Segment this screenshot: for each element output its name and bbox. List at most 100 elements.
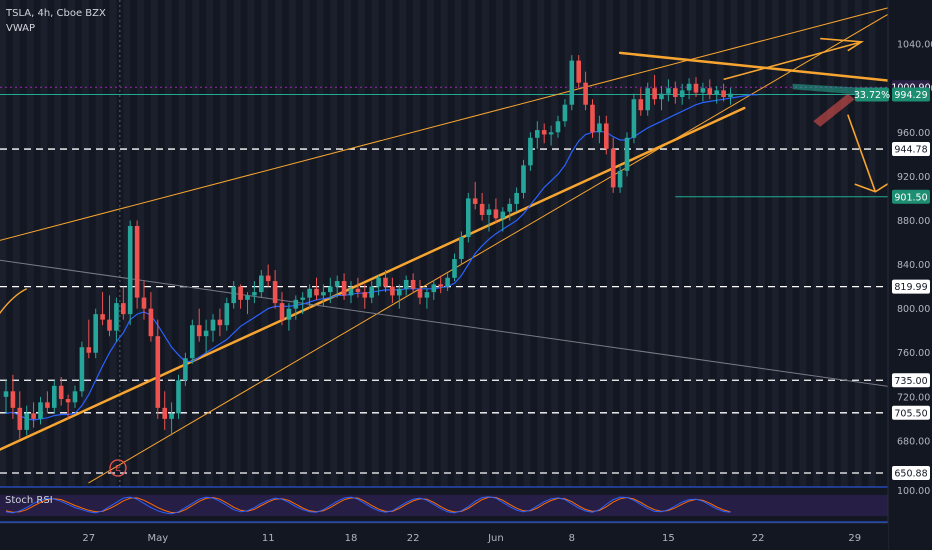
candle-body bbox=[93, 314, 98, 353]
candle-body bbox=[583, 82, 588, 105]
candle-body bbox=[245, 295, 250, 300]
trendline bbox=[0, 0, 920, 241]
trendlines[interactable] bbox=[0, 0, 932, 484]
price-tick-label: 1040.00 bbox=[897, 40, 932, 51]
candle-body bbox=[410, 279, 416, 289]
candle-body bbox=[562, 104, 568, 122]
session-stripe bbox=[413, 0, 420, 522]
candle-body bbox=[535, 130, 540, 138]
level-price-tag: 650.88 bbox=[894, 469, 927, 480]
session-stripe bbox=[426, 0, 434, 522]
candle-body bbox=[279, 303, 285, 320]
candle-body bbox=[403, 279, 409, 289]
session-stripe bbox=[12, 0, 20, 522]
arrow-down-head bbox=[854, 182, 890, 193]
price-tick-label: 760.00 bbox=[897, 348, 930, 359]
target-box-red bbox=[813, 93, 855, 127]
candle-body bbox=[390, 286, 395, 296]
arrow-up-head bbox=[820, 37, 865, 52]
session-stripe bbox=[702, 0, 710, 522]
candle-body bbox=[58, 385, 64, 400]
stoch-rsi-label: Stoch RSI bbox=[5, 495, 53, 506]
level-price-tag-bg bbox=[892, 405, 930, 420]
candle-body bbox=[252, 292, 257, 296]
candle-body bbox=[265, 275, 271, 282]
time-tick-label: 29 bbox=[848, 533, 861, 544]
candle-body bbox=[576, 60, 581, 83]
candle-body bbox=[493, 209, 499, 219]
candle-body bbox=[293, 299, 299, 309]
session-stripe bbox=[799, 0, 807, 522]
candle-body bbox=[217, 319, 223, 326]
candle-body bbox=[597, 123, 602, 133]
candle-body bbox=[707, 88, 713, 95]
time-axis-background bbox=[0, 523, 888, 550]
session-stripe bbox=[854, 0, 862, 522]
indicator-vwap-label[interactable]: VWAP bbox=[6, 23, 36, 34]
candle-body bbox=[679, 90, 685, 97]
time-axis[interactable]: 27 May 11 18 22 Jun 8 15 22 29 bbox=[0, 522, 888, 550]
level-price-tag-bg bbox=[892, 142, 930, 157]
session-stripe bbox=[537, 0, 545, 522]
session-stripe bbox=[827, 0, 834, 522]
session-stripe bbox=[771, 0, 779, 522]
session-stripe bbox=[468, 0, 476, 522]
session-stripe bbox=[330, 0, 338, 522]
candle-body bbox=[203, 330, 209, 337]
green-level-tag-bg bbox=[892, 189, 930, 204]
session-stripe bbox=[840, 0, 848, 522]
candle-body bbox=[45, 402, 50, 408]
candle-body bbox=[645, 88, 650, 111]
session-stripe bbox=[620, 0, 627, 522]
session-stripe bbox=[288, 0, 296, 522]
session-stripe bbox=[716, 0, 724, 522]
annotations[interactable]: E bbox=[0, 0, 890, 522]
price-tick-label: 720.00 bbox=[897, 392, 930, 403]
session-stripe bbox=[606, 0, 614, 522]
level-price-tag-bg bbox=[892, 466, 930, 481]
candle-body bbox=[286, 308, 292, 320]
candle-body bbox=[314, 288, 319, 296]
session-stripes bbox=[0, 0, 875, 522]
candle-body bbox=[590, 104, 595, 133]
session-stripe bbox=[81, 0, 89, 522]
symbol-title[interactable]: TSLA, 4h, Cboe BZX bbox=[6, 8, 106, 19]
candles bbox=[3, 55, 733, 439]
candle-body bbox=[107, 319, 112, 331]
candle-body bbox=[224, 303, 230, 326]
time-tick-label: 27 bbox=[82, 533, 95, 544]
candle-body bbox=[321, 292, 326, 296]
candle-body bbox=[445, 277, 450, 287]
session-stripe bbox=[26, 0, 34, 522]
session-stripe bbox=[785, 0, 793, 522]
candle-body bbox=[162, 407, 167, 419]
session-stripe bbox=[233, 0, 241, 522]
candle-body bbox=[728, 93, 733, 97]
candle-body bbox=[452, 259, 457, 278]
session-stripe bbox=[357, 0, 365, 522]
session-stripe bbox=[868, 0, 876, 522]
candle-body bbox=[514, 192, 519, 204]
candle-body bbox=[148, 308, 154, 337]
candle-body bbox=[348, 288, 354, 296]
candle-body bbox=[141, 297, 147, 309]
candle-body bbox=[183, 358, 188, 381]
session-stripe bbox=[95, 0, 103, 522]
stoch-rsi-tick-label: 100.00 bbox=[897, 486, 930, 497]
candle-body bbox=[369, 286, 374, 298]
candle-body bbox=[121, 303, 126, 315]
candle-body bbox=[86, 347, 92, 353]
price-tick-label: 840.00 bbox=[897, 260, 930, 271]
candle-body bbox=[721, 90, 726, 97]
candle-body bbox=[169, 413, 174, 419]
candle-body bbox=[127, 225, 133, 315]
price-tick-label: 920.00 bbox=[897, 172, 930, 183]
candle-body bbox=[486, 209, 492, 215]
session-stripe bbox=[247, 0, 255, 522]
candle-body bbox=[210, 319, 216, 331]
session-stripe bbox=[551, 0, 558, 522]
time-tick-label: 8 bbox=[569, 533, 575, 544]
candle-body bbox=[659, 93, 664, 100]
session-stripe bbox=[68, 0, 75, 522]
